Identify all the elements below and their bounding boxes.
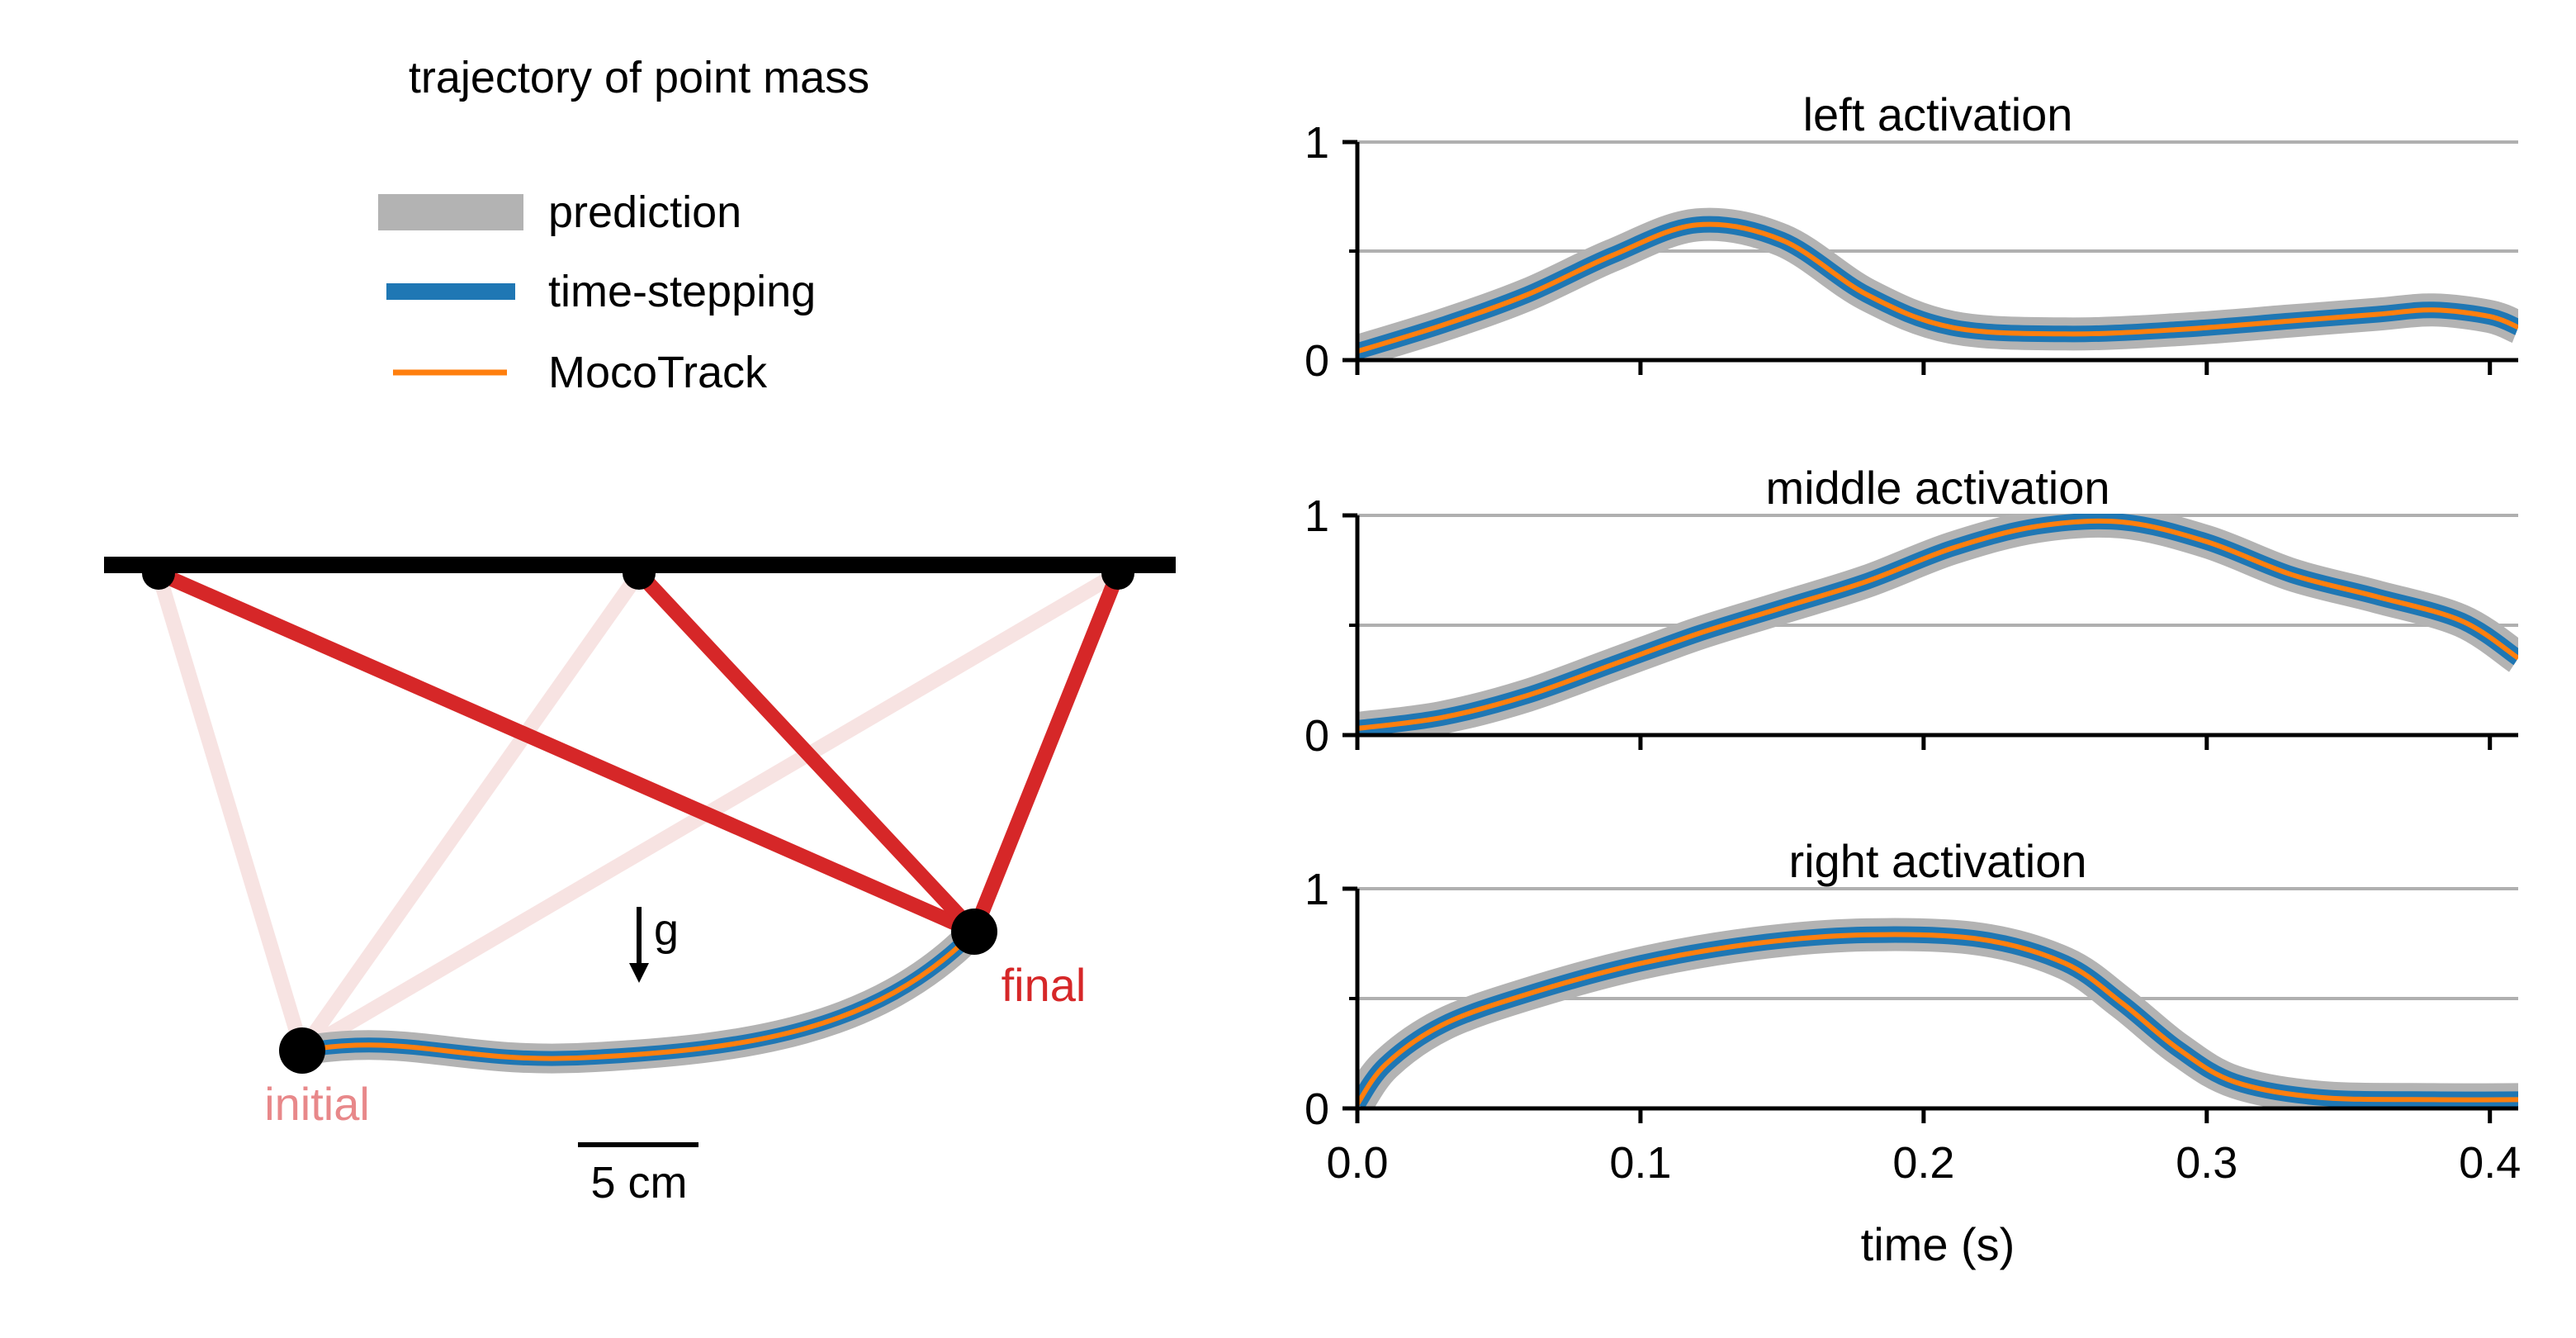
- panel-title: right activation: [1788, 835, 2086, 887]
- series-line-mocotrack: [1357, 221, 2518, 354]
- final-mass: [951, 909, 997, 955]
- panel-right-activation: 0 1 0.0 0.1 0.2 0.3 0.4 right activation time (s…: [1305, 835, 2521, 1270]
- y-tick-label: 1: [1305, 118, 1329, 168]
- series-group: [1357, 207, 2518, 362]
- activation-panels: 0 1 left activation 0 1 middle activation 0 1 0.…: [1305, 88, 2521, 1270]
- anchor-middle: [623, 557, 656, 590]
- y-tick-label: 1: [1305, 491, 1329, 541]
- legend: prediction time-stepping MocoTrack: [378, 187, 816, 397]
- panel-left-activation: 0 1 left activation: [1305, 88, 2518, 386]
- y-tick-label: 0: [1305, 336, 1329, 386]
- x-tick-label: 0.3: [2176, 1138, 2237, 1188]
- final-muscles: [155, 566, 1125, 939]
- series-line-mocotrack: [1357, 518, 2518, 731]
- final-muscle-middle: [633, 567, 980, 937]
- initial-mass: [279, 1027, 325, 1074]
- final-label: final: [1002, 959, 1087, 1011]
- series-line-mocotrack: [1357, 932, 2518, 1106]
- x-axis-label: time (s): [1861, 1218, 2015, 1270]
- initial-muscle-middle: [296, 568, 646, 1056]
- final-muscle-right: [967, 570, 1125, 935]
- anchor-left: [142, 557, 175, 590]
- series-group: [1357, 918, 2518, 1110]
- y-tick-label: 0: [1305, 711, 1329, 761]
- panel-middle-activation: 0 1 middle activation: [1305, 462, 2518, 761]
- y-tick-label: 0: [1305, 1084, 1329, 1134]
- gravity-label: g: [654, 905, 679, 955]
- y-tick-label: 1: [1305, 865, 1329, 914]
- panel-title: middle activation: [1765, 462, 2110, 514]
- x-tick-label: 0.4: [2459, 1138, 2521, 1188]
- series-line-time-stepping: [1357, 926, 2518, 1109]
- series-group: [1357, 514, 2518, 737]
- scale-bar-label: 5 cm: [590, 1158, 687, 1208]
- initial-label: initial: [264, 1078, 370, 1130]
- series-line-prediction: [1357, 918, 2518, 1110]
- trajectory-mocotrack: [300, 929, 977, 1061]
- gravity-arrow-icon: [629, 907, 649, 983]
- panel-title: left activation: [1803, 88, 2073, 140]
- trajectory-panel: trajectory of point mass prediction time…: [104, 53, 1176, 1208]
- legend-label-prediction: prediction: [548, 187, 741, 237]
- initial-muscle-left: [151, 571, 310, 1053]
- x-tick-label: 0.0: [1326, 1138, 1388, 1188]
- trajectory-title: trajectory of point mass: [409, 53, 869, 102]
- x-tick-label: 0.2: [1892, 1138, 1954, 1188]
- x-tick-label: 0.1: [1609, 1138, 1671, 1188]
- final-muscle-left: [155, 566, 978, 939]
- point-mass-trajectory: [287, 917, 989, 1074]
- anchor-right: [1101, 557, 1134, 590]
- legend-label-mocotrack: MocoTrack: [548, 348, 768, 397]
- legend-label-time-stepping: time-stepping: [548, 267, 816, 316]
